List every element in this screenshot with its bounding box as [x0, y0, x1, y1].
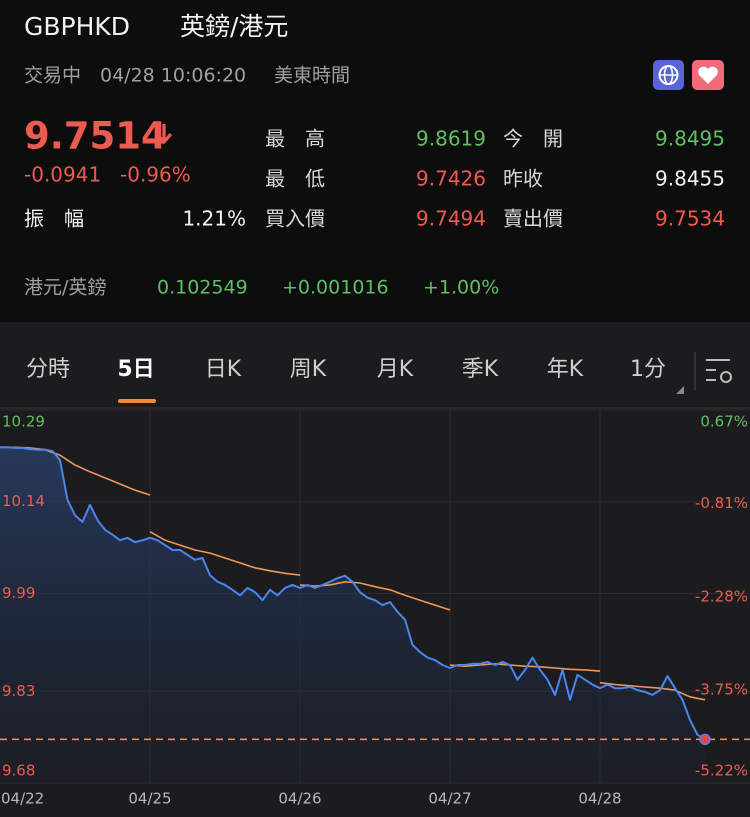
period-tab[interactable]: 1分	[630, 357, 666, 382]
y-tick-label: 10.29	[2, 413, 45, 431]
period-tab[interactable]: 分時	[26, 357, 70, 382]
price-chart: 10.29 10.14 9.99 9.83 9.68 0.67% -0.81% -2.28% -…	[0, 409, 750, 808]
change-pct: -0.96%	[120, 163, 191, 187]
x-tick-label: 04/28	[578, 790, 621, 808]
x-tick-label: 04/25	[128, 790, 171, 808]
average-line	[149, 531, 301, 576]
period-tab[interactable]: 季K	[462, 357, 499, 382]
y2-tick-label: 0.67%	[700, 413, 748, 431]
price-area	[0, 447, 705, 783]
inverse-change: +0.001016	[282, 277, 389, 299]
inverse-rate: 0.102549	[157, 277, 248, 299]
average-line	[599, 681, 706, 701]
y-tick-label: 9.68	[2, 762, 35, 780]
last-price-dot	[699, 733, 711, 746]
period-tab[interactable]: 日K	[205, 357, 242, 382]
stat-value: 9.7494	[416, 207, 486, 231]
x-tick-label: 04/27	[428, 790, 471, 808]
timezone: 美東時間	[274, 65, 350, 87]
chart-settings-button[interactable]	[706, 359, 732, 383]
stats-grid: 最 高 9.8619 今 開 9.8495 最 低 9.7426 昨收 9.8455 買入價 9.…	[265, 127, 725, 231]
period-tab[interactable]: 5日	[117, 357, 154, 382]
header-bg	[0, 0, 750, 322]
favorite-button[interactable]	[692, 60, 724, 90]
datetime: 04/28 10:06:20	[100, 65, 246, 87]
y2-tick-label: -5.22%	[695, 762, 748, 780]
stat-value: 9.8455	[655, 167, 725, 191]
symbol: GBPHKD	[24, 12, 130, 41]
status: 交易中	[24, 65, 81, 87]
stat-value: 9.7426	[416, 167, 486, 191]
y2-tick-label: -2.28%	[695, 587, 748, 605]
dropdown-mark	[676, 386, 684, 394]
globe-button[interactable]	[653, 60, 684, 90]
period-tab[interactable]: 年K	[547, 357, 584, 382]
stat-label: 最 低	[265, 167, 325, 191]
x-tick-label: 04/26	[278, 790, 321, 808]
amplitude-value: 1.21%	[182, 207, 246, 231]
y-tick-label: 9.99	[2, 584, 35, 602]
stat-value: 9.8619	[416, 127, 486, 151]
last-price: 9.7514	[24, 115, 167, 158]
period-tab[interactable]: 周K	[290, 357, 327, 382]
y2-tick-label: -3.75%	[695, 680, 748, 698]
period-tab[interactable]: 月K	[377, 357, 414, 382]
pair-name: 英鎊/港元	[180, 12, 288, 41]
active-tab-indicator	[118, 399, 156, 403]
amplitude-label: 振 幅	[24, 207, 84, 231]
stat-label: 買入價	[265, 207, 325, 231]
average-line	[449, 662, 601, 672]
stat-label: 今 開	[503, 127, 563, 151]
period-tabs: 分時 5日 日K 周K 月K 季K 年K 1分	[26, 357, 666, 382]
y-tick-label: 10.14	[2, 492, 45, 510]
change: -0.0941	[24, 163, 101, 187]
stat-label: 昨收	[503, 167, 543, 191]
inverse-pair: 港元/英鎊	[24, 277, 106, 299]
y2-tick-label: -0.81%	[695, 494, 748, 512]
inverse-change-pct: +1.00%	[423, 277, 499, 299]
stat-label: 最 高	[265, 127, 325, 151]
stat-value: 9.7534	[655, 207, 725, 231]
y-tick-label: 9.83	[2, 682, 35, 700]
price-line	[0, 446, 706, 741]
stat-label: 賣出價	[503, 207, 563, 231]
x-tick-label: 04/22	[1, 790, 44, 808]
down-arrow	[155, 124, 173, 145]
stat-value: 9.8495	[655, 127, 725, 151]
average-line	[299, 580, 451, 611]
